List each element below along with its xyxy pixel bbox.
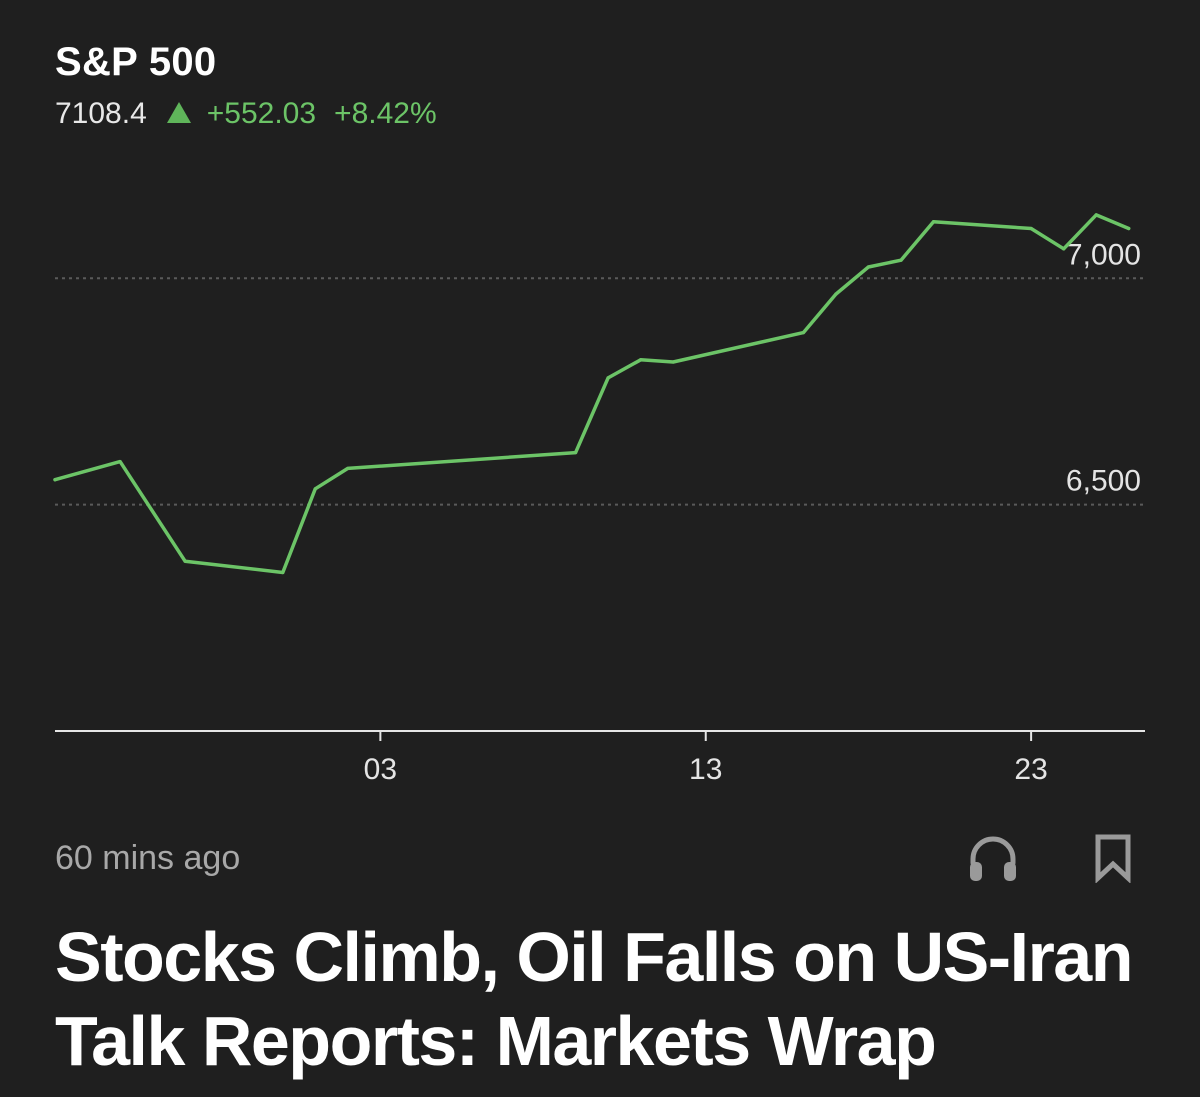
data-point [183,559,187,563]
data-point [1029,226,1033,231]
data-point [573,450,578,455]
article-headline[interactable]: Stocks Climb, Oil Falls on US-Iran Talk … [55,918,1134,1080]
bookmark-button[interactable] [1085,830,1141,886]
y-tick-label: 7,000 [1066,238,1141,271]
x-tick-label: 03 [364,753,397,786]
data-point [899,258,903,262]
x-axis-ticks: 03 13 23 [364,731,1048,786]
article-meta-row: 60 mins ago [55,830,1140,886]
data-point [606,376,610,380]
data-point [931,220,936,224]
data-point [834,292,838,296]
price-chart: 7,000 6,500 03 13 23 [53,213,1145,786]
data-point [118,460,122,464]
data-point [313,487,317,491]
x-tick-label: 13 [689,753,722,786]
chart-gridlines [55,277,1145,506]
data-point [281,570,285,575]
price-change: +552.03 [206,97,317,130]
headphones-icon [970,836,1016,881]
x-tick-label: 23 [1014,753,1047,786]
price-line [53,213,1131,575]
price-points [53,213,1131,575]
data-point [1094,213,1098,217]
y-axis-labels: 7,000 6,500 [1066,238,1141,497]
data-point [346,466,350,471]
data-point [801,331,805,335]
data-point [866,265,871,269]
y-tick-label: 6,500 [1066,465,1141,498]
up-triangle-icon [166,101,191,123]
listen-button[interactable] [965,830,1021,886]
bookmark-icon [1095,834,1131,883]
last-price: 7108.4 [55,97,147,130]
percent-change: +8.42% [334,97,437,130]
ticker-name: S&P 500 [55,40,217,84]
data-point [53,478,57,482]
data-point [639,358,643,362]
quote-row: 7108.4 +552.03 +8.42% [55,96,437,132]
data-point [671,360,675,364]
data-point [1062,247,1066,251]
article-timestamp: 60 mins ago [55,839,241,877]
data-point [1127,226,1131,231]
